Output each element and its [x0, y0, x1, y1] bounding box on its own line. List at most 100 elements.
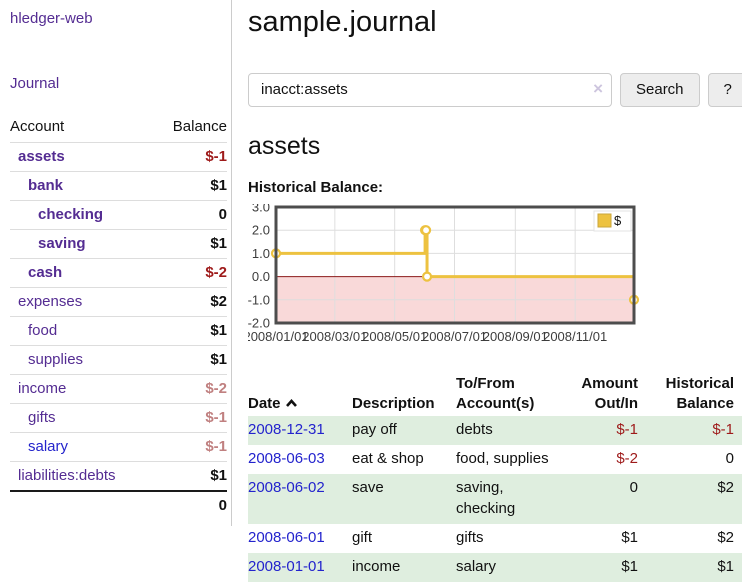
chart-title: Historical Balance: — [248, 178, 384, 196]
register-row: 2008-06-01 gift gifts $1 $2 — [248, 524, 742, 553]
data-point-marker — [420, 224, 432, 235]
search-input[interactable] — [248, 72, 612, 107]
brand: hledger-web — [10, 8, 227, 29]
sidebar-account-link[interactable]: salary — [28, 438, 69, 455]
y-axis-tick-label: 0.0 — [252, 269, 270, 284]
accounts-header-balance: Balance — [153, 113, 227, 143]
account-title: assets — [248, 131, 321, 160]
register-description: eat & shop — [352, 449, 424, 467]
sort-ascending-icon — [285, 398, 297, 407]
register-col-date[interactable]: Date — [248, 372, 344, 417]
register-balance: $2 — [717, 478, 734, 496]
y-axis-tick-label: 2.0 — [252, 222, 270, 237]
help-button[interactable]: ? — [707, 72, 742, 107]
search-button[interactable]: Search — [620, 72, 700, 107]
account-row: income $-2 — [10, 374, 227, 404]
nav-journal-link[interactable]: Journal — [10, 75, 60, 92]
account-row: saving $1 — [10, 229, 227, 259]
register-accounts: salary — [456, 557, 497, 575]
legend-swatch-icon — [597, 213, 612, 228]
account-row: cash $-2 — [10, 258, 227, 288]
register-row: 2008-06-03 eat & shop food, supplies $-2 0 — [248, 445, 742, 474]
x-axis-tick-label: 2008/01/01 — [248, 329, 309, 344]
x-axis-tick-label: 2008/05/01 — [362, 329, 427, 344]
register-row: 2008-01-01 income salary $1 $1 — [248, 552, 742, 582]
search-field-wrap: × — [248, 72, 612, 107]
chart-legend: $ — [593, 210, 632, 232]
page-title: sample.journal — [248, 6, 437, 38]
register-amount: $-2 — [616, 449, 638, 467]
register-description: save — [352, 478, 384, 496]
register-balance: 0 — [725, 449, 734, 467]
nav-journal: Journal — [10, 73, 227, 94]
sidebar-account-link[interactable]: bank — [28, 177, 64, 194]
account-balance: $1 — [153, 229, 227, 259]
brand-link[interactable]: hledger-web — [10, 10, 93, 27]
chart-svg: $3.0 2.0 1.0 0.0 -1.0 -2.02008/01/012008/03/0… — [243, 199, 640, 344]
x-axis-tick-label: 2008/07/01 — [422, 329, 487, 344]
sidebar-account-link[interactable]: assets — [18, 148, 65, 165]
accounts-total-value: 0 — [153, 490, 227, 520]
account-balance: $1 — [153, 316, 227, 346]
account-balance: $-1 — [153, 432, 227, 462]
register-accounts: food, supplies — [456, 449, 549, 467]
register-description: pay off — [352, 421, 397, 439]
account-row: supplies $1 — [10, 345, 227, 375]
account-balance: $1 — [153, 345, 227, 375]
account-row: liabilities:debts $1 — [10, 461, 227, 491]
account-row: food $1 — [10, 316, 227, 346]
account-balance: $2 — [153, 287, 227, 317]
register-balance: $2 — [717, 529, 734, 547]
register-amount: $-1 — [616, 421, 638, 439]
y-axis-tick-label: -2.0 — [248, 315, 270, 330]
sidebar-account-link[interactable]: food — [28, 322, 58, 339]
transaction-date-link[interactable]: 2008-06-03 — [248, 449, 325, 467]
x-axis-tick-label: 2008/11/01 — [543, 329, 607, 344]
x-axis-tick-label: 2008/03/01 — [302, 329, 367, 344]
register-col-balance: Historical Balance — [665, 374, 734, 412]
register-row: 2008-12-31 pay off debts $-1 $-1 — [248, 416, 742, 445]
transaction-date-link[interactable]: 2008-06-01 — [248, 529, 325, 547]
account-row: gifts $-1 — [10, 403, 227, 433]
legend-label: $ — [614, 213, 622, 228]
sidebar-account-link[interactable]: checking — [38, 206, 104, 223]
register-description: gift — [352, 529, 373, 547]
sidebar-account-link[interactable]: liabilities:debts — [18, 467, 116, 484]
y-axis-tick-label: -1.0 — [248, 292, 270, 307]
sidebar-account-link[interactable]: supplies — [28, 351, 84, 368]
register-col-amount: Amount Out/In — [581, 374, 638, 412]
account-balance: $-1 — [205, 148, 227, 165]
register-description: income — [352, 557, 401, 575]
account-row: salary $-1 — [10, 432, 227, 462]
accounts-table: Account Balance assets $-1 bank $1 checking 0… — [10, 113, 227, 520]
account-balance: 0 — [153, 200, 227, 230]
register-amount: $1 — [621, 529, 638, 547]
x-axis-tick-label: 2008/09/01 — [483, 329, 548, 344]
transaction-date-link[interactable]: 2008-06-02 — [248, 478, 325, 496]
register-table: Date Description To/From Account(s) Amou… — [248, 372, 742, 582]
main-content: sample.journal × Search ? assets Histori… — [232, 0, 742, 582]
sidebar-account-link[interactable]: gifts — [28, 409, 56, 426]
clear-search-icon[interactable]: × — [593, 78, 603, 98]
accounts-total-row: 0 — [10, 490, 227, 520]
register-balance: $-1 — [712, 421, 734, 439]
y-axis-tick-label: 3.0 — [252, 204, 270, 215]
account-balance: $-2 — [153, 374, 227, 404]
account-row: expenses $2 — [10, 287, 227, 317]
search-form: × Search ? — [248, 72, 742, 107]
register-accounts: debts — [456, 421, 493, 439]
y-axis-tick-label: 1.0 — [252, 245, 270, 260]
register-row: 2008-06-02 save saving, checking 0 $2 — [248, 473, 742, 525]
sidebar-account-link[interactable]: saving — [38, 235, 86, 252]
register-col-description: Description — [352, 394, 435, 412]
data-point-marker — [421, 271, 433, 282]
transaction-date-link[interactable]: 2008-01-01 — [248, 557, 325, 575]
account-balance: $-1 — [153, 403, 227, 433]
account-row: assets $-1 — [10, 143, 227, 172]
sidebar-account-link[interactable]: cash — [28, 264, 63, 281]
sidebar-account-link[interactable]: expenses — [18, 293, 83, 310]
transaction-date-link[interactable]: 2008-12-31 — [248, 421, 325, 439]
accounts-header-account: Account — [10, 113, 154, 143]
sidebar-account-link[interactable]: income — [18, 380, 67, 397]
